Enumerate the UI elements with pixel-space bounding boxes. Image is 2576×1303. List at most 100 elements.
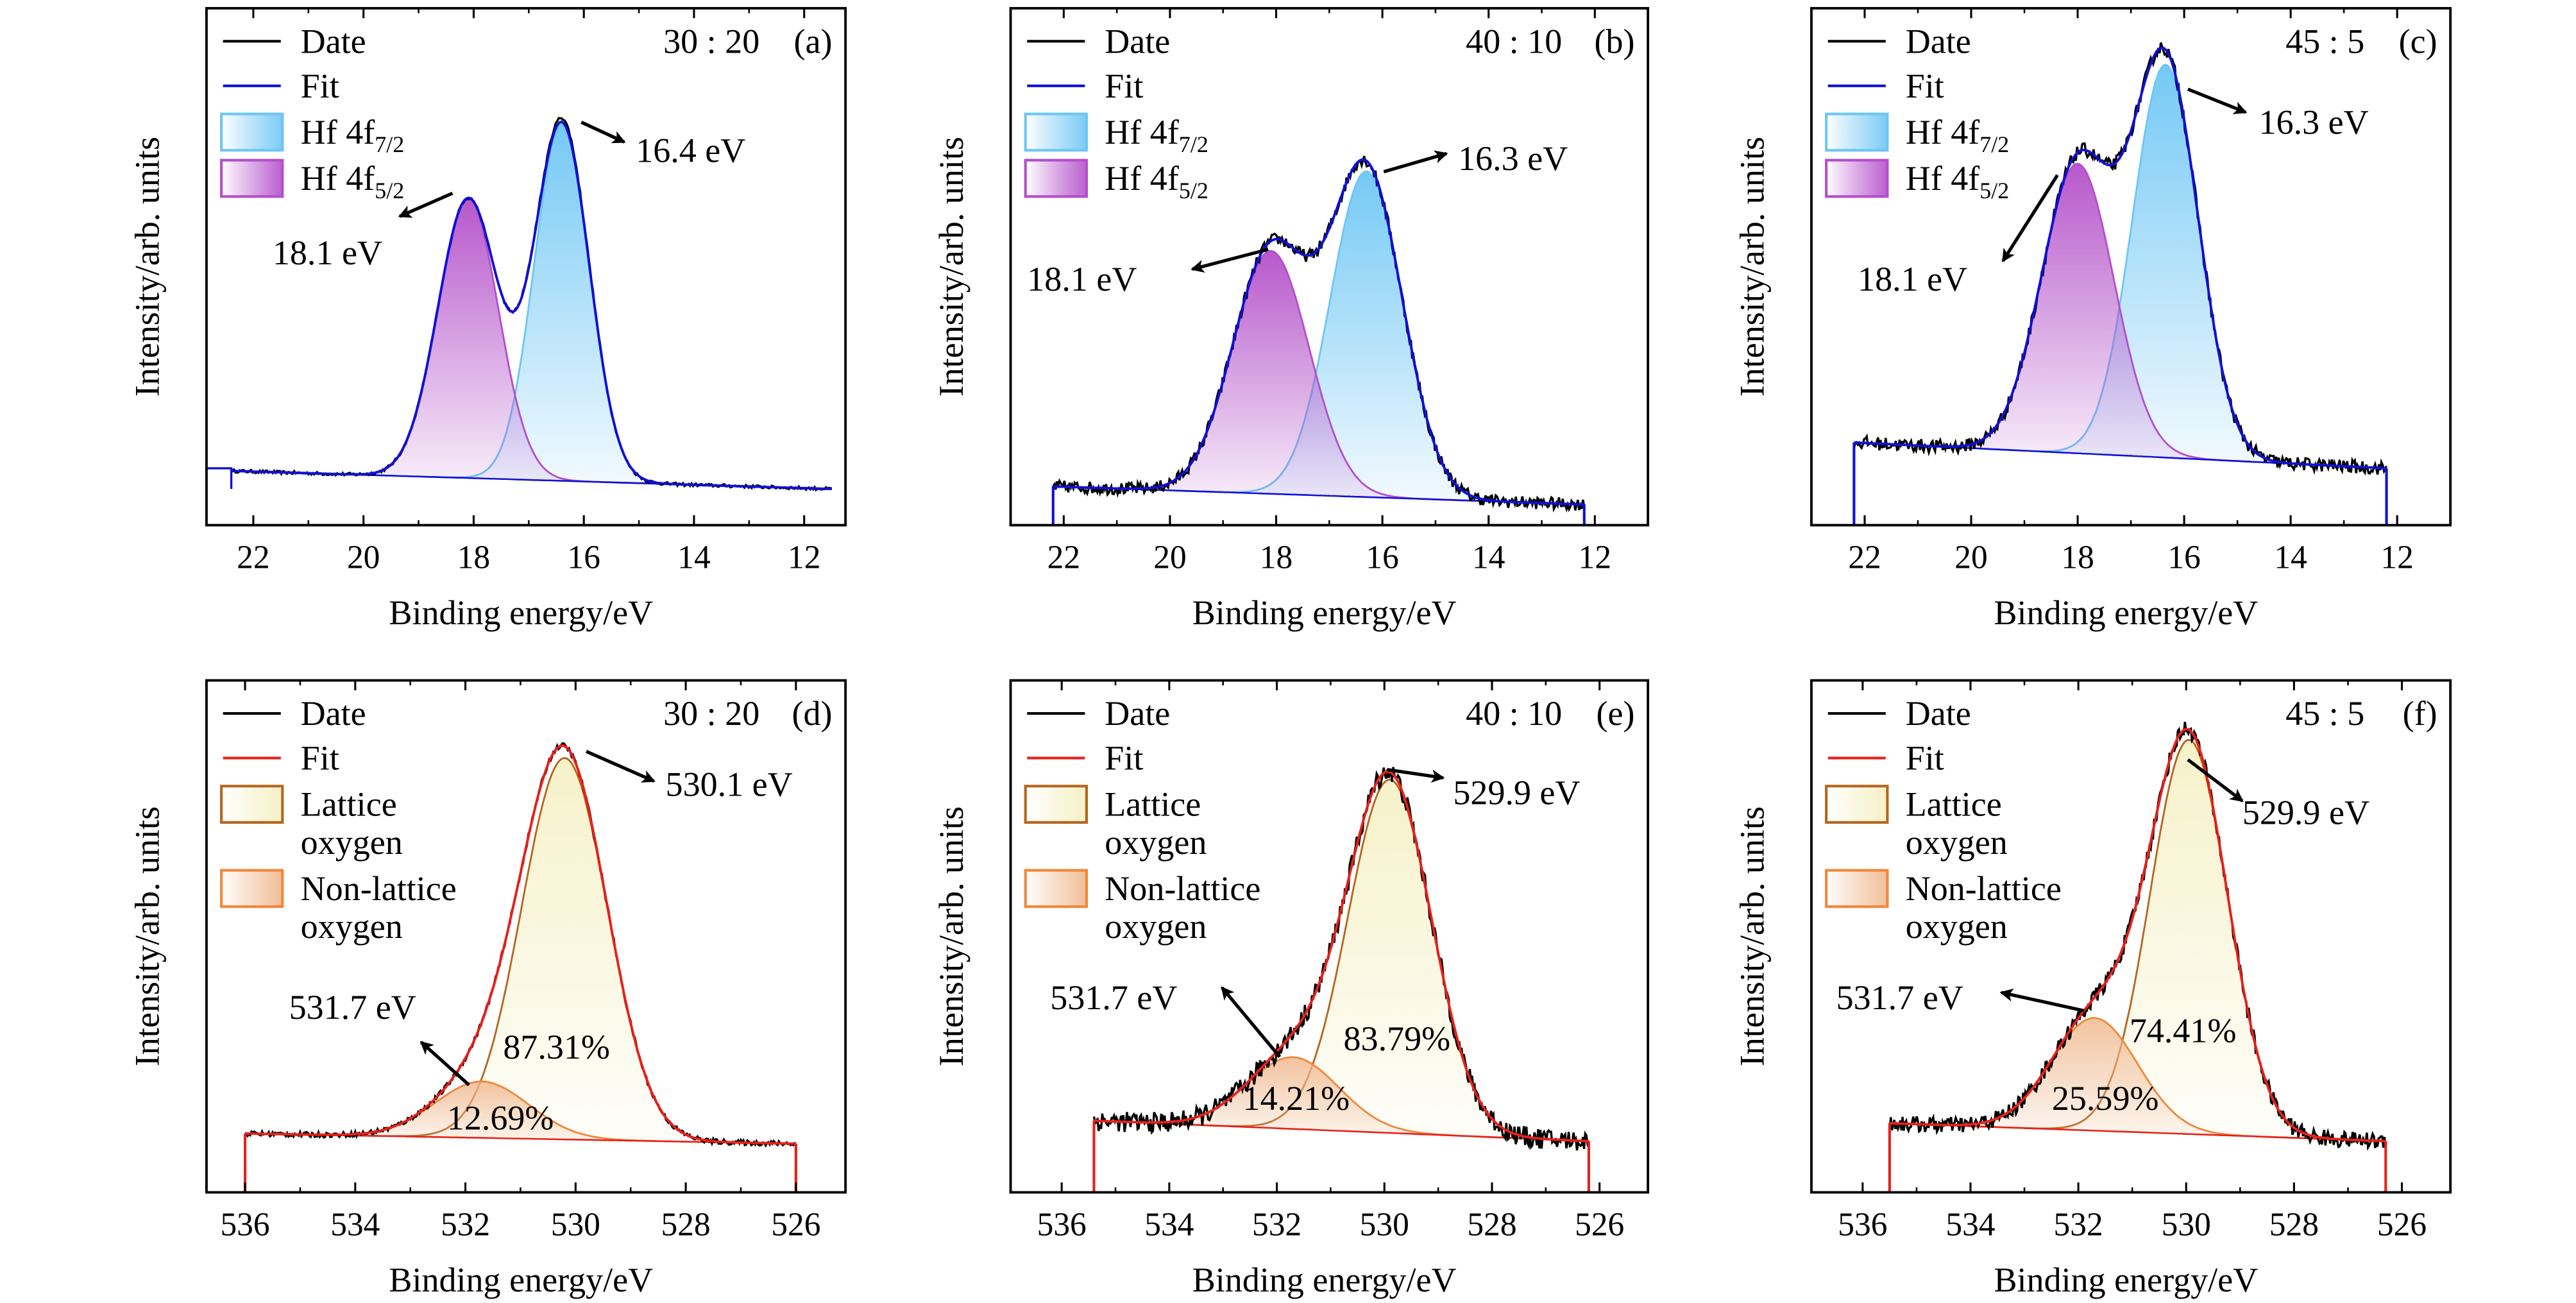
fit-line: [1889, 728, 2386, 1143]
legend-label-text: Date: [1105, 694, 1170, 733]
ratio-label: 45 : 5: [2285, 694, 2364, 733]
legend-area-swatch: [1825, 158, 1889, 198]
legend-area-swatch: [1024, 785, 1089, 824]
legend-label: Date: [1105, 694, 1170, 733]
peak-annotation: 18.1 eV: [1027, 260, 1137, 298]
legend-label-text: Fit: [1906, 67, 1944, 105]
legend-area-swatch: [220, 869, 284, 908]
panel-a: 22 20 18 16 14 12 Binding energy/eV Intensity/a…: [128, 6, 847, 632]
x-tick-label: 16: [567, 540, 600, 576]
x-tick-label: 14: [2274, 540, 2307, 576]
peak-annotation: 18.1 eV: [1858, 260, 1967, 298]
y-axis-label: Intensity/arb. units: [1733, 137, 1771, 396]
peak-annotation: 16.4 eV: [636, 131, 745, 169]
ratio-label: 45 : 5: [2285, 22, 2364, 60]
legend-label-line2: oxygen: [1105, 907, 1207, 946]
legend-label: Hf 4f7/2: [1906, 113, 2010, 157]
legend-label: Fit: [1906, 67, 1944, 105]
legend-label: Date: [1906, 694, 1971, 733]
legend-label: Fit: [1105, 67, 1143, 105]
legend-label-line2: oxygen: [301, 907, 403, 946]
x-tick-label: 18: [1260, 540, 1292, 576]
x-tick-label: 532: [441, 1206, 490, 1243]
panel-c: 22 20 18 16 14 12 Binding energy/eV Intensity/a…: [1733, 6, 2452, 632]
legend-label-text: Fit: [1906, 739, 1944, 778]
legend-label-text: Date: [1906, 22, 1971, 60]
percent-label: 25.59%: [2052, 1079, 2159, 1118]
x-tick-label: 14: [1472, 540, 1505, 576]
legend-label: Hf 4f5/2: [301, 159, 405, 203]
panel-e: 536 534 532 530 528 526 Binding energy/eV Inten…: [932, 679, 1650, 1299]
legend-label-text: Hf 4f: [301, 113, 375, 151]
peak-annotation: 531.7 eV: [1836, 978, 1963, 1017]
fit-line: [231, 120, 832, 491]
legend-label: Date: [1105, 22, 1170, 60]
panel-b: 22 20 18 16 14 12 Binding energy/eV Intensity/a…: [932, 6, 1650, 632]
annotation-arrow: [585, 749, 656, 783]
legend-label: Lattice: [1105, 785, 1201, 824]
legend-label: Date: [1906, 22, 1971, 60]
panel-label: (f): [2403, 694, 2437, 733]
legend-label: Hf 4f7/2: [301, 113, 405, 157]
legend-label-text: Non-lattice: [1906, 869, 2062, 908]
y-axis-label: Intensity/arb. units: [128, 806, 166, 1066]
legend-label-text: Non-lattice: [1105, 869, 1260, 908]
x-axis-label: Binding energy/eV: [389, 593, 653, 632]
component-fill-2: [1094, 1057, 1589, 1141]
x-axis-label: Binding energy/eV: [1192, 593, 1457, 632]
x-tick-label: 536: [220, 1206, 269, 1243]
percent-label: 12.69%: [447, 1099, 554, 1137]
legend-label: Date: [301, 694, 366, 733]
component-fill-1: [245, 758, 796, 1144]
legend-label-subscript: 7/2: [1979, 132, 2009, 157]
percent-label: 14.21%: [1243, 1079, 1350, 1118]
x-tick-label: 12: [788, 540, 820, 576]
ratio-label: 40 : 10: [1466, 22, 1562, 60]
x-tick-label: 14: [677, 540, 710, 576]
ratio-label: 30 : 20: [663, 22, 759, 60]
legend-label-subscript: 5/2: [375, 178, 404, 203]
x-axis-label: Binding energy/eV: [389, 1261, 653, 1299]
component-fill-1: [1890, 740, 2386, 1141]
fit-line: [1094, 770, 1589, 1143]
fit-line: [1854, 46, 2387, 470]
fit-edge-line: [206, 467, 233, 490]
x-tick-label: 22: [237, 540, 269, 576]
peak-annotation: 529.9 eV: [1453, 774, 1580, 812]
legend-area-swatch: [1825, 869, 1889, 908]
legend-label-text: Date: [1105, 22, 1170, 60]
x-tick-label: 534: [1945, 1206, 1995, 1243]
percent-label: 74.41%: [2130, 1011, 2237, 1050]
peak-annotation: 531.7 eV: [1050, 978, 1177, 1017]
x-tick-label: 22: [1047, 540, 1080, 576]
annotation-arrow: [1383, 150, 1448, 174]
annotation-arrow: [2001, 174, 2059, 262]
legend-label: Fit: [301, 67, 339, 105]
legend-label: Non-lattice: [301, 869, 457, 908]
plot-frame: [205, 6, 847, 527]
legend-label-text: Lattice: [301, 785, 397, 824]
plot-frame: [205, 679, 847, 1194]
annotation-arrow: [1387, 768, 1445, 783]
legend-label: Hf 4f5/2: [1105, 159, 1208, 203]
x-tick-label: 536: [1037, 1206, 1087, 1243]
x-tick-label: 12: [2380, 540, 2413, 576]
x-tick-label: 12: [1579, 540, 1611, 576]
panel-label: (a): [794, 22, 833, 60]
component-fill-2: [1053, 251, 1584, 505]
legend-label: Fit: [1906, 739, 1944, 778]
legend-label-line2: oxygen: [1906, 823, 2008, 862]
fit-line: [1053, 158, 1584, 506]
component-fill-1: [1094, 779, 1589, 1141]
legend-label-text: Hf 4f: [1105, 159, 1179, 198]
annotation-arrow: [419, 1041, 470, 1087]
peak-annotation: 16.3 eV: [1458, 139, 1568, 178]
legend-label-text: Lattice: [1906, 785, 2002, 824]
annotation-arrow: [1999, 988, 2085, 1012]
legend-label-text: Hf 4f: [1105, 113, 1179, 151]
peak-annotation: 530.1 eV: [666, 765, 793, 804]
component-fill-2: [1854, 164, 2387, 469]
peak-annotation: 531.7 eV: [289, 988, 416, 1026]
